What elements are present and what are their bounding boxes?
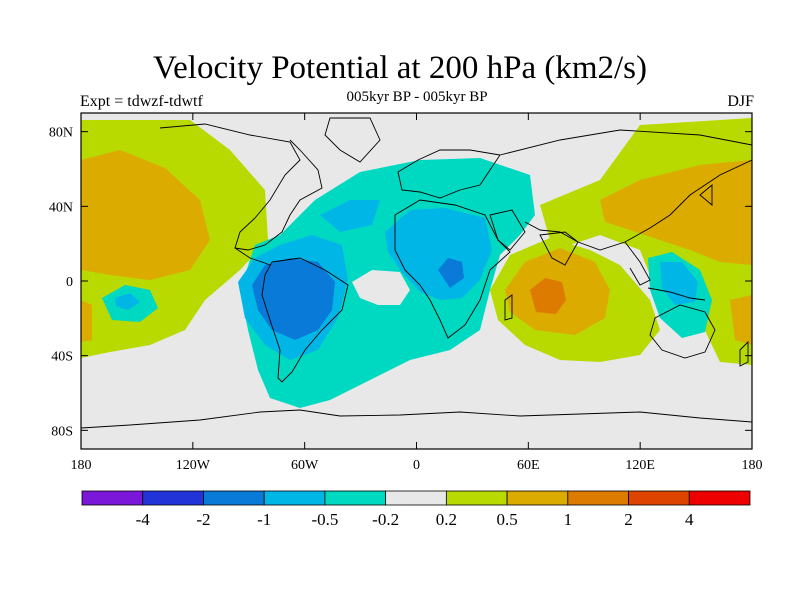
colorbar-label: -2 <box>196 510 210 529</box>
colorbar-swatch <box>385 490 447 506</box>
colorbar-label: 0.5 <box>496 510 517 529</box>
coastline-new-zealand <box>739 340 749 367</box>
colorbar-label: -0.5 <box>311 510 338 529</box>
colorbar-label: -0.2 <box>372 510 399 529</box>
x-tick-label: 120W <box>176 458 211 473</box>
colorbar-swatch <box>567 490 629 506</box>
x-tick-label: 120E <box>625 458 655 473</box>
page-title: Velocity Potential at 200 hPa (km2/s) <box>152 50 648 86</box>
contour-fill-moderate-positive-pacific <box>81 150 210 280</box>
contour-fill-strong-negative-africa <box>438 258 464 288</box>
coastline-arabia <box>489 209 526 251</box>
coastline-asia <box>499 129 752 251</box>
season-label: DJF <box>727 93 754 110</box>
coastline-europe <box>397 149 501 199</box>
coastline-southeast-asia <box>624 241 651 286</box>
coastline-central-america <box>234 247 271 266</box>
coastline-antarctica <box>81 409 752 429</box>
colorbar-swatch <box>263 490 326 506</box>
colorbar: -4 -2 -1 -0.5 -0.2 0.2 0.5 1 2 4 <box>81 490 751 529</box>
colorbar-label: 4 <box>685 510 694 529</box>
experiment-label: Expt = tdwzf-tdwtf <box>80 93 203 110</box>
coastline-australia <box>649 304 716 359</box>
x-tick-label: 0 <box>413 458 420 473</box>
colorbar-label: 1 <box>564 510 573 529</box>
map-subtitle: 005kyr BP - 005kyr BP <box>346 89 488 105</box>
y-tick-label: 80N <box>49 126 73 141</box>
contour-fill-moderate-positive-asia <box>600 160 752 265</box>
x-tick-label: 60E <box>517 458 540 473</box>
contour-fill-moderate-positive-dateline <box>730 295 752 345</box>
colorbar-label: 2 <box>624 510 633 529</box>
y-tick-label: 40S <box>51 350 73 365</box>
coastline-greenland <box>324 117 381 163</box>
contour-fill-moderate-positive-east-edge <box>81 300 92 342</box>
colorbar-swatch <box>203 490 265 506</box>
colorbar-swatch <box>324 490 387 506</box>
coastline-africa <box>394 199 511 339</box>
colorbar-swatch <box>506 490 569 506</box>
contour-fill-negative-maritime-core <box>660 262 698 305</box>
coastline-south-america <box>261 257 349 383</box>
contour-fill-strong-negative-amazon <box>252 258 335 340</box>
coastlines <box>81 117 752 429</box>
y-tick-label: 0 <box>66 275 73 290</box>
contour-fill-strong-positive-indian <box>530 278 566 314</box>
y-axis: 80N 40N 0 40S 80S <box>49 126 752 439</box>
colorbar-label: -4 <box>136 510 151 529</box>
y-tick-label: 80S <box>51 424 73 439</box>
colorbar-label: 0.2 <box>436 510 457 529</box>
colorbar-swatch <box>81 490 144 506</box>
contour-fill-negative-north-atlantic <box>320 200 380 232</box>
colorbar-swatch <box>688 490 751 506</box>
contour-fill-neutral-south-atlantic <box>352 270 410 305</box>
colorbar-label: -1 <box>257 510 271 529</box>
coastline-madagascar <box>504 294 513 321</box>
x-tick-label: 180 <box>742 458 763 473</box>
x-tick-label: 60W <box>291 458 319 473</box>
y-tick-label: 40N <box>49 200 73 215</box>
colorbar-swatch <box>628 490 690 506</box>
colorbar-swatch <box>445 490 508 506</box>
map-plot-area <box>81 113 752 449</box>
coastline-maritime-continent <box>647 287 706 301</box>
coastline-japan <box>699 184 713 206</box>
contour-fill-negative-east-pacific-core <box>115 293 140 310</box>
x-axis: 180 120W 60W 0 60E 120E 180 <box>71 113 763 473</box>
x-tick-label: 180 <box>71 458 92 473</box>
colorbar-swatch <box>142 490 204 506</box>
